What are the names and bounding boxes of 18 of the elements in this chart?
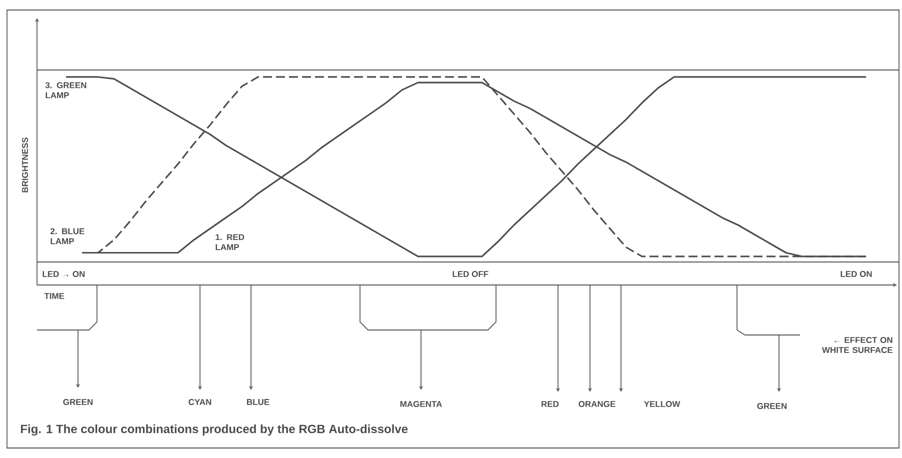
text: YELLOW: [644, 400, 680, 408]
x-axis-title: TIME: [44, 293, 64, 299]
series-label: 3. GREEN LAMP: [45, 82, 86, 98]
y-axis-title: BRIGHTNESS: [22, 137, 28, 192]
text: LED → ON: [42, 270, 85, 277]
text: RED: [542, 401, 559, 407]
text: CYAN: [188, 398, 212, 406]
series-label: 1. RED LAMP: [216, 234, 244, 250]
text: BLUE: [247, 399, 270, 405]
text: MAGENTA: [400, 400, 442, 408]
text: LED ON: [840, 270, 872, 277]
text: GREEN: [63, 398, 93, 406]
text: LED OFF: [452, 270, 488, 277]
text: ORANGE: [578, 400, 616, 408]
text: Fig. 1 The colour combinations produced by the RGB Auto-dissolve: [21, 424, 408, 436]
text: ← EFFECT ON WHITE SURFACE: [822, 336, 892, 354]
text: GREEN: [757, 402, 787, 410]
series-label: 2. BLUE LAMP: [50, 228, 84, 244]
